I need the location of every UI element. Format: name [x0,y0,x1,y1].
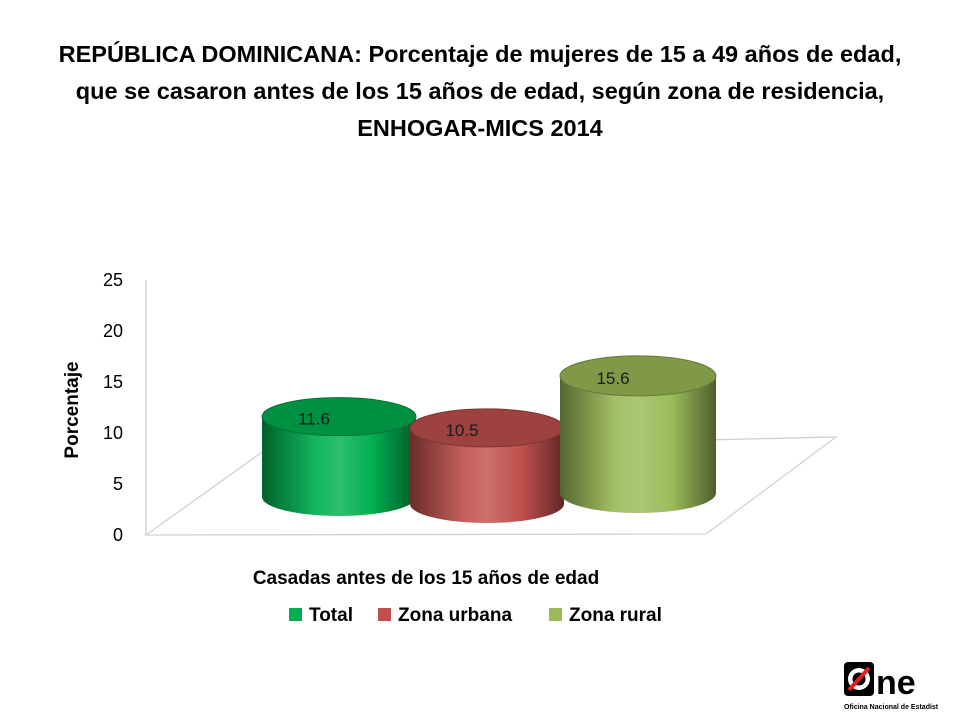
bar-body [560,375,716,513]
y-tick-label: 5 [113,474,123,494]
legend-label: Zona rural [569,605,662,626]
legend-item: Total [289,605,353,626]
chart-area: 0 5 10 15 20 25 11.6 10.5 15.6 Porcentaje Casad… [62,270,839,626]
y-tick-label: 20 [103,321,123,341]
y-axis-label: Porcentaje [62,361,83,458]
y-tick-label: 10 [103,423,123,443]
floor-plane [143,436,839,536]
chart-legend: Total Zona urbana Zona rural [289,605,662,626]
legend-item: Zona rural [549,605,662,626]
data-label: 11.6 [298,410,330,429]
legend-item: Zona urbana [378,605,512,626]
bar-total: 11.6 [261,397,417,516]
data-label: 15.6 [596,369,629,388]
chart-series: 11.6 10.5 15.6 [261,355,717,523]
one-logo: ne Oficina Nacional de Estadística [844,662,938,711]
legend-swatch [378,608,391,621]
legend-swatch [289,608,302,621]
logo-wordmark: ne [876,664,916,702]
data-label: 10.5 [445,421,478,440]
y-tick-label: 15 [103,372,123,392]
legend-label: Zona urbana [398,605,512,626]
y-tick-label: 0 [113,525,123,545]
bar-zona-urbana: 10.5 [409,408,565,523]
bar-top [559,355,717,397]
legend-label: Total [309,605,353,626]
chart-title: REPÚBLICA DOMINICANA: Porcentaje de muje… [58,41,902,141]
bar-body [410,427,564,523]
logo-subtitle: Oficina Nacional de Estadística [844,704,938,711]
bar-body [262,416,416,516]
legend-swatch [549,608,562,621]
y-axis: 0 5 10 15 20 25 [103,270,123,545]
bar-top [261,397,417,437]
chart-floor [143,280,839,536]
bar-zona-rural: 15.6 [559,355,717,513]
y-tick-label: 25 [103,270,123,290]
x-axis-label: Casadas antes de los 15 años de edad [253,568,599,589]
bar-top [409,408,565,448]
